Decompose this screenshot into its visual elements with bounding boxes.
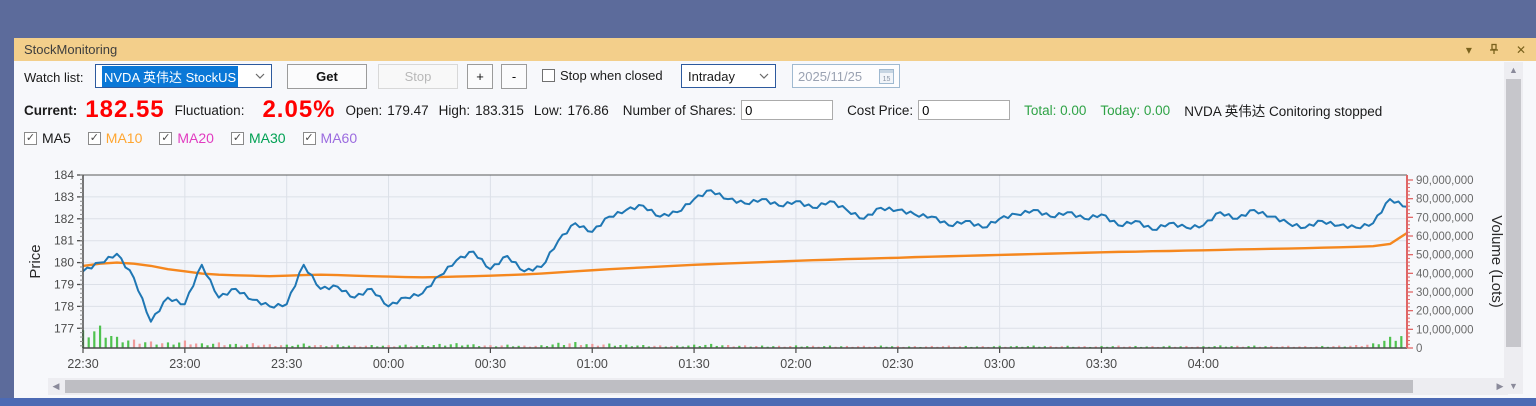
low-label: Low:	[533, 102, 563, 118]
svg-text:04:00: 04:00	[1188, 357, 1219, 371]
stop-button[interactable]: Stop	[378, 64, 458, 89]
svg-text:182: 182	[54, 212, 74, 226]
svg-text:60,000,000: 60,000,000	[1416, 231, 1474, 243]
checkbox-box[interactable]	[542, 69, 555, 82]
ma60-label: MA60	[320, 130, 358, 146]
ma30-checkbox[interactable]: ✓ MA30	[230, 130, 286, 146]
vertical-scrollbar[interactable]: ▲ ▼	[1504, 62, 1523, 394]
svg-text:178: 178	[54, 299, 74, 313]
high-value: 183.315	[475, 102, 524, 118]
svg-text:Volume (Lots): Volume (Lots)	[1488, 215, 1505, 308]
stop-when-closed-label: Stop when closed	[560, 68, 663, 83]
horizontal-scrollbar[interactable]: ◀ ▶	[48, 378, 1508, 395]
watch-list-selected-text: NVDA 英伟达 StockUS	[102, 65, 239, 87]
svg-text:80,000,000: 80,000,000	[1416, 194, 1474, 206]
scroll-left-arrow-icon[interactable]: ◀	[52, 381, 60, 391]
svg-text:23:00: 23:00	[169, 357, 200, 371]
window-title: StockMonitoring	[24, 42, 118, 57]
watch-list-label: Watch list:	[24, 70, 84, 85]
scroll-down-arrow-icon[interactable]: ▼	[1509, 381, 1518, 391]
price-volume-chart: 177 178 179 180 181 182 183 184 0 10,000,000 20,00…	[27, 168, 1505, 371]
date-picker[interactable]: 2025/11/25 15	[792, 64, 900, 88]
chevron-down-icon	[255, 71, 265, 82]
close-icon[interactable]: ✕	[1515, 42, 1526, 57]
svg-text:02:30: 02:30	[882, 357, 913, 371]
shares-input[interactable]	[741, 100, 834, 120]
open-value: 179.47	[387, 102, 429, 118]
get-button[interactable]: Get	[287, 64, 367, 89]
monitoring-status-text: NVDA 英伟达 Conitoring stopped	[1184, 104, 1383, 119]
svg-text:183: 183	[54, 190, 74, 204]
fluctuation-label: Fluctuation:	[174, 102, 245, 118]
checkbox-box[interactable]: ✓	[302, 131, 316, 145]
svg-text:20,000,000: 20,000,000	[1416, 306, 1474, 318]
svg-text:00:00: 00:00	[373, 357, 404, 371]
cost-price-input[interactable]	[918, 100, 1011, 120]
svg-text:10,000,000: 10,000,000	[1416, 324, 1474, 336]
ma30-label: MA30	[248, 130, 286, 146]
current-label: Current:	[24, 102, 78, 118]
svg-text:03:00: 03:00	[984, 357, 1015, 371]
zoom-in-button[interactable]: +	[467, 64, 493, 89]
today-text: Today: 0.00	[1100, 102, 1171, 118]
ma20-checkbox[interactable]: ✓ MA20	[159, 130, 214, 146]
date-value: 2025/11/25	[798, 68, 863, 84]
ma20-label: MA20	[177, 130, 214, 146]
svg-text:23:30: 23:30	[271, 357, 302, 371]
svg-text:22:30: 22:30	[67, 357, 98, 371]
svg-text:50,000,000: 50,000,000	[1416, 250, 1474, 262]
horizontal-scrollbar-thumb[interactable]	[65, 380, 1413, 393]
svg-text:30,000,000: 30,000,000	[1416, 287, 1474, 299]
ma10-label: MA10	[105, 130, 143, 146]
checkbox-box[interactable]: ✓	[24, 131, 37, 145]
svg-text:179: 179	[54, 277, 74, 291]
ma5-label: MA5	[42, 130, 71, 146]
svg-text:177: 177	[54, 321, 74, 335]
svg-text:184: 184	[54, 168, 74, 182]
ma5-checkbox[interactable]: ✓ MA5	[24, 130, 71, 146]
current-price: 182.55	[85, 96, 165, 123]
svg-text:180: 180	[54, 256, 74, 270]
svg-text:02:00: 02:00	[780, 357, 811, 371]
svg-text:0: 0	[1416, 343, 1422, 355]
high-label: High:	[438, 102, 471, 118]
svg-text:40,000,000: 40,000,000	[1416, 268, 1474, 280]
svg-text:01:00: 01:00	[577, 357, 608, 371]
svg-text:181: 181	[54, 234, 74, 248]
zoom-out-button[interactable]: -	[501, 64, 527, 89]
svg-text:90,000,000: 90,000,000	[1416, 175, 1474, 187]
open-label: Open:	[345, 102, 383, 118]
ma60-checkbox[interactable]: ✓ MA60	[302, 130, 358, 146]
svg-text:00:30: 00:30	[475, 357, 506, 371]
stop-when-closed-checkbox[interactable]: Stop when closed	[542, 68, 663, 83]
svg-text:Price: Price	[27, 244, 44, 278]
total-text: Total: 0.00	[1024, 102, 1087, 118]
watch-list-combobox[interactable]: NVDA 英伟达 StockUS	[95, 64, 272, 88]
cost-price-label: Cost Price:	[847, 102, 914, 118]
chevron-down-icon	[759, 71, 769, 82]
fluctuation-value: 2.05%	[262, 96, 336, 123]
window-menu-icon[interactable]: ▾	[1465, 42, 1472, 57]
calendar-icon[interactable]: 15	[879, 68, 894, 84]
checkbox-box[interactable]: ✓	[159, 131, 173, 145]
scroll-right-arrow-icon[interactable]: ▶	[1496, 381, 1504, 391]
stock-monitoring-window: StockMonitoring ▾ ✕ Watch list: NVDA 英伟达…	[14, 38, 1536, 398]
svg-text:03:30: 03:30	[1086, 357, 1117, 371]
window-bottom-edge	[0, 398, 1536, 406]
svg-text:01:30: 01:30	[678, 357, 709, 371]
scroll-up-arrow-icon[interactable]: ▲	[1509, 65, 1518, 75]
ma-toggle-row: ✓ MA5 ✓ MA10 ✓ MA20 ✓ MA30 ✓ MA60	[24, 130, 357, 146]
checkbox-box[interactable]: ✓	[230, 131, 244, 145]
pin-icon[interactable]	[1488, 43, 1500, 57]
period-selected-text: Intraday	[688, 68, 735, 84]
vertical-scrollbar-thumb[interactable]	[1506, 79, 1521, 347]
low-value: 176.86	[567, 102, 609, 118]
ma10-checkbox[interactable]: ✓ MA10	[87, 130, 143, 146]
checkbox-box[interactable]: ✓	[87, 131, 101, 145]
quote-info-row: Current: 182.55 Fluctuation: 2.05% Open:…	[24, 94, 1382, 126]
period-combobox[interactable]: Intraday	[681, 64, 776, 88]
window-titlebar: StockMonitoring ▾ ✕	[14, 38, 1536, 61]
svg-text:70,000,000: 70,000,000	[1416, 212, 1474, 224]
shares-label: Number of Shares:	[622, 102, 737, 118]
